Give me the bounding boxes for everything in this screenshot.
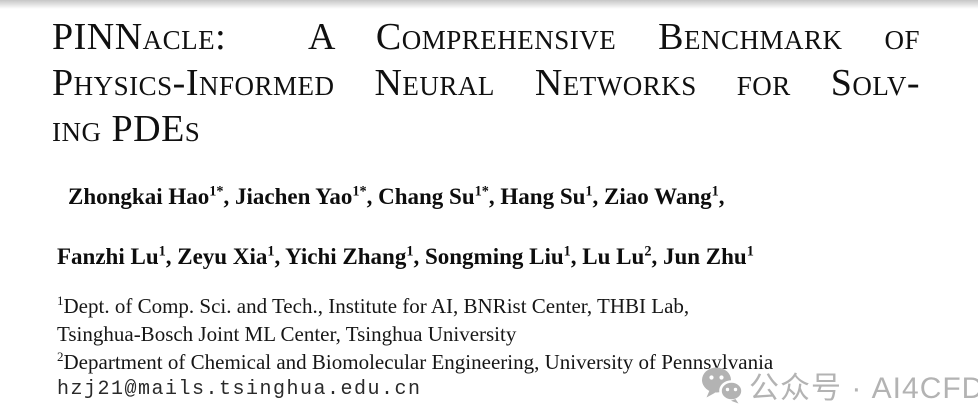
author-separator: , (718, 184, 725, 209)
author-separator: , (488, 184, 501, 209)
author-superscript: 1 (158, 243, 166, 260)
wechat-icon (701, 366, 743, 404)
author-separator: , (165, 244, 178, 269)
author-separator: , (223, 184, 235, 209)
author-name: Ziao Wang (604, 184, 712, 209)
author-separator: , (366, 184, 379, 209)
author-superscript: 1 (711, 183, 719, 200)
author-name: Zhongkai Hao (68, 184, 210, 209)
author-superscript: 1* (209, 183, 224, 200)
author-separator: , (274, 244, 286, 269)
author-superscript: 1 (267, 243, 275, 260)
author-superscript: 2 (644, 243, 652, 260)
author-separator: , (592, 184, 605, 209)
author-separator: , (570, 244, 583, 269)
affiliation-text: Department of Chemical and Biomolecular … (63, 350, 774, 374)
author-name: Fanzhi Lu (57, 244, 159, 269)
page-title: PINNacle: A Comprehensive Benchmark of P… (52, 14, 920, 152)
author: Chang Su1*, (378, 184, 500, 209)
author-name: Chang Su (378, 184, 475, 209)
affiliations-block: 1Dept. of Comp. Sci. and Tech., Institut… (57, 292, 773, 404)
author-name: Lu Lu (582, 244, 645, 269)
affiliation-superscript: 1 (57, 293, 64, 308)
author: Fanzhi Lu1, (57, 244, 177, 269)
title-line-3: ing PDEs (52, 108, 201, 150)
author: Zeyu Xia1, (177, 244, 285, 269)
author-name: Zeyu Xia (177, 244, 268, 269)
author: Jun Zhu1 (663, 244, 754, 269)
author-name: Jiachen Yao (235, 184, 353, 209)
author: Lu Lu2, (582, 244, 663, 269)
author-line-2: Fanzhi Lu1, Zeyu Xia1, Yichi Zhang1, Son… (57, 244, 754, 270)
affiliation-text: Tsinghua-Bosch Joint ML Center, Tsinghua… (57, 322, 517, 346)
affiliation-2: 2Department of Chemical and Biomolecular… (57, 348, 773, 376)
author-name: Jun Zhu (662, 244, 747, 269)
contact-email: hzj21@mails.tsinghua.edu.cn (57, 378, 422, 401)
author-superscript: 1 (406, 243, 414, 260)
author: Yichi Zhang1, (285, 244, 425, 269)
author-superscript: 1 (563, 243, 571, 260)
affiliation-superscript: 2 (57, 349, 64, 364)
author-superscript: 1* (474, 183, 489, 200)
watermark-label: 公众号 · AI4CFD (749, 372, 978, 405)
author: Songming Liu1, (425, 244, 582, 269)
title-line-2: Physics-Informed Neural Networks for Sol… (52, 62, 920, 104)
author-superscript: 1 (585, 183, 593, 200)
author-separator: , (413, 244, 425, 269)
author-name: Yichi Zhang (285, 244, 407, 269)
title-line-1: PINNacle: A Comprehensive Benchmark of (52, 16, 920, 58)
author: Ziao Wang1, (604, 184, 724, 209)
watermark: 公众号 · AI4CFD (701, 363, 978, 407)
author-name: Hang Su (500, 184, 586, 209)
affiliation-1-line-1: 1Dept. of Comp. Sci. and Tech., Institut… (57, 292, 773, 320)
affiliation-text: Dept. of Comp. Sci. and Tech., Institute… (63, 294, 690, 318)
author-line-1: Zhongkai Hao1*, Jiachen Yao1*, Chang Su1… (68, 184, 725, 210)
affiliation-1-line-2: Tsinghua-Bosch Joint ML Center, Tsinghua… (57, 320, 773, 348)
author: Jiachen Yao1*, (235, 184, 378, 209)
top-edge-shadow (0, 0, 978, 9)
author-superscript: 1* (352, 183, 367, 200)
author-superscript: 1 (746, 243, 754, 260)
author: Hang Su1, (500, 184, 604, 209)
author-separator: , (651, 244, 663, 269)
author: Zhongkai Hao1*, (68, 184, 235, 209)
author-name: Songming Liu (424, 244, 564, 269)
